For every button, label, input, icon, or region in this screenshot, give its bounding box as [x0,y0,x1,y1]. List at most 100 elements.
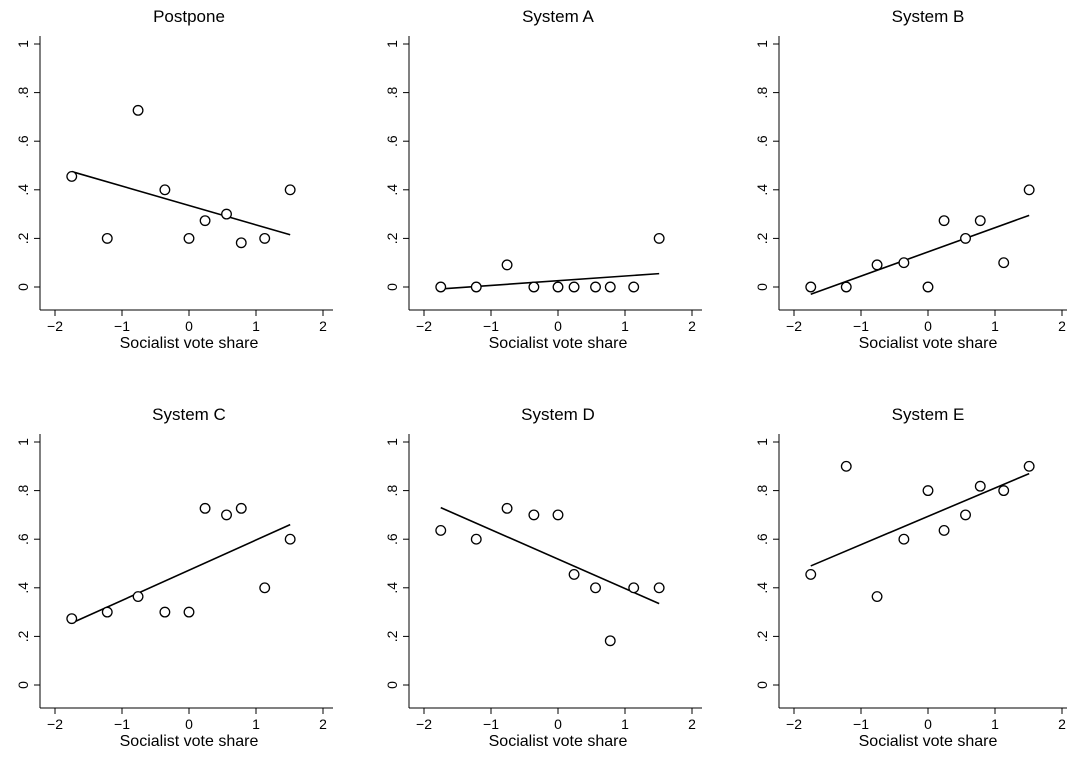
x-tick-label: 1 [991,716,999,732]
panel-title: System C [152,405,226,424]
y-tick-label: 1 [15,40,31,48]
data-point [132,104,144,116]
data-point [221,509,232,521]
data-point [183,606,195,618]
data-point [871,259,883,271]
data-point [66,613,78,625]
y-tick-label: 0 [754,681,770,689]
data-point [604,281,616,293]
panel-title: System E [892,405,965,424]
data-point [284,184,296,196]
x-tick-label: 1 [252,318,260,334]
y-tick-label: 0 [754,283,770,291]
y-tick-label: 1 [384,438,400,446]
panel-4: System C 0 .2 .4 .6 .8 1 −2 −1 0 1 2 Socialist vote … [15,405,333,750]
data-point [435,525,447,536]
data-point [101,232,113,244]
y-tick-label: .4 [384,582,400,594]
y-tick-label: .8 [15,87,31,99]
x-tick-label: 2 [319,318,327,334]
y-tick-label: 0 [384,681,400,689]
y-tick-label: .4 [15,184,31,196]
data-point [235,502,247,514]
data-point [974,215,986,227]
y-tick-label: .4 [754,582,770,594]
y-tick-label: .4 [754,184,770,196]
y-tick-label: .8 [754,87,770,99]
x-tick-label: −1 [114,318,130,334]
x-tick-label: 0 [924,716,932,732]
data-point [898,257,910,269]
data-point [284,533,296,545]
x-tick-label: −1 [483,318,499,334]
fit-line [810,472,1030,567]
x-tick-label: 0 [185,318,193,334]
y-tick-label: .6 [754,533,770,545]
x-tick-label: 0 [185,716,193,732]
y-tick-label: 1 [15,438,31,446]
data-point [568,568,580,580]
data-point [259,232,271,244]
data-point [805,281,817,293]
data-point [840,281,852,293]
fit-line [71,170,291,236]
data-point [159,184,171,196]
y-tick-label: .6 [15,533,31,545]
x-tick-label: −2 [786,716,802,732]
y-tick-label: .6 [15,135,31,147]
data-point [470,281,482,293]
data-point [221,208,232,220]
data-point [974,480,986,492]
x-tick-label: −1 [114,716,130,732]
data-point [101,606,113,618]
y-tick-label: .8 [384,485,400,497]
y-tick-label: .2 [15,232,31,244]
x-axis-title: Socialist vote share [489,335,628,352]
data-point [871,591,883,602]
y-tick-label: .8 [384,87,400,99]
data-point [653,232,665,244]
data-point [528,509,540,521]
y-tick-label: .6 [754,135,770,147]
y-tick-label: .8 [15,485,31,497]
data-point [628,281,640,293]
x-tick-label: 2 [688,318,696,334]
data-point [199,215,211,227]
data-point [159,606,171,618]
panel-2: System A 0 .2 .4 .6 .8 1 −2 −1 0 1 2 Socialist vote … [384,7,702,352]
data-point [922,281,934,293]
y-tick-label: .2 [754,630,770,642]
data-point [528,281,540,293]
panel-6: System E 0 .2 .4 .6 .8 1 −2 −1 0 1 2 Socialist vote … [754,405,1067,750]
data-point [568,281,580,293]
data-point [604,635,616,647]
y-tick-label: 0 [384,283,400,291]
data-point [552,509,564,521]
panel-title: System B [892,7,965,26]
x-tick-label: 2 [688,716,696,732]
x-tick-label: 2 [1058,318,1066,334]
y-tick-label: .6 [384,135,400,147]
data-point [998,257,1010,269]
y-tick-label: .8 [754,485,770,497]
x-tick-label: −2 [416,716,432,732]
y-tick-label: 1 [384,40,400,48]
x-tick-label: 0 [554,318,562,334]
data-point [66,170,78,182]
y-tick-label: .2 [15,630,31,642]
y-tick-label: 1 [754,438,770,446]
x-tick-label: −2 [47,716,63,732]
data-point [235,237,247,249]
data-point [840,460,852,472]
x-tick-label: −1 [483,716,499,732]
data-point [938,215,950,227]
panel-title: System A [522,7,594,26]
y-tick-label: 0 [15,283,31,291]
fit-line [71,523,291,624]
x-axis-title: Socialist vote share [120,733,259,750]
data-point [1023,184,1035,196]
panel-5: System D 0 .2 .4 .6 .8 1 −2 −1 0 1 2 Socialist vote … [384,405,702,750]
x-axis-title: Socialist vote share [859,335,998,352]
x-axis-title: Socialist vote share [489,733,628,750]
